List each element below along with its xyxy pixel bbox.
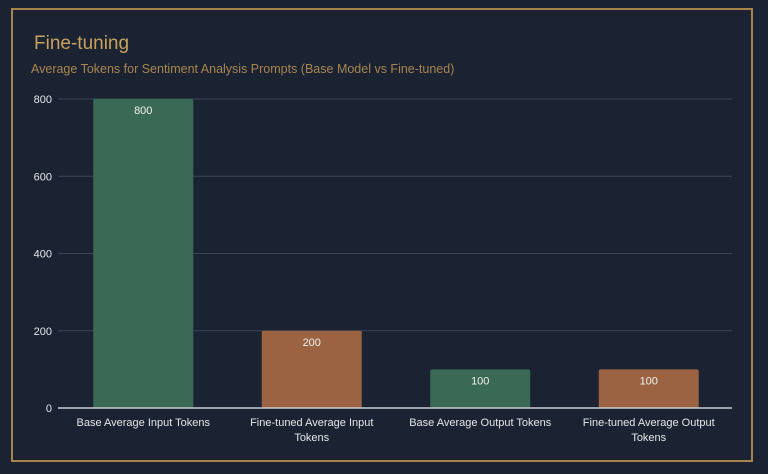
- y-tick-label: 400: [34, 249, 52, 261]
- data-label: 100: [471, 375, 489, 387]
- bar: [598, 369, 699, 408]
- data-label: 100: [640, 375, 658, 387]
- bar: [261, 330, 362, 408]
- x-tick-label: Tokens: [294, 432, 329, 444]
- y-tick-label: 800: [34, 94, 52, 106]
- chart-frame: [11, 8, 753, 462]
- y-tick-label: 200: [34, 326, 52, 338]
- x-tick-label: Base Average Output Tokens: [409, 417, 552, 429]
- x-tick-label: Fine-tuned Average Input: [250, 417, 373, 429]
- y-tick-label: 0: [46, 403, 52, 415]
- bar: [93, 99, 194, 408]
- data-label: 800: [134, 105, 152, 117]
- chart-subtitle: Average Tokens for Sentiment Analysis Pr…: [31, 62, 455, 76]
- y-tick-label: 600: [34, 171, 52, 183]
- bar: [430, 369, 531, 408]
- x-tick-label: Base Average Input Tokens: [76, 417, 210, 429]
- chart-title: Fine-tuning: [34, 33, 130, 54]
- x-tick-label: Tokens: [631, 432, 666, 444]
- data-label: 200: [303, 337, 321, 349]
- x-tick-label: Fine-tuned Average Output: [583, 417, 715, 429]
